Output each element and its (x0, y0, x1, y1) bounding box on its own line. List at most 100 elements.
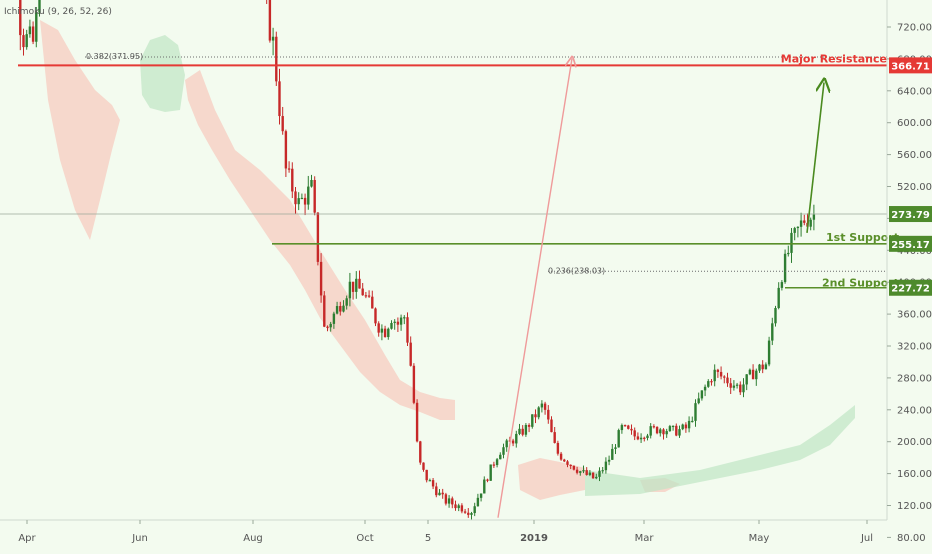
x-tick-label: 5 (425, 533, 431, 544)
candle-up (380, 328, 384, 333)
candle-up (742, 384, 745, 393)
candle-down (358, 278, 361, 289)
candle-down (361, 288, 364, 296)
candle-down (284, 131, 288, 169)
candle-down (662, 429, 665, 435)
candle-down (22, 35, 25, 48)
first-support-price-badge: 255.17 (889, 235, 932, 252)
candle-up (505, 440, 508, 448)
candle-down (383, 328, 387, 338)
candle-up (809, 219, 812, 227)
candle-up (518, 428, 521, 434)
candle-down (655, 426, 659, 434)
candle-up (495, 459, 499, 466)
candle-down (467, 512, 470, 515)
candle-down (633, 430, 636, 437)
candle-down (543, 403, 547, 410)
candle-down (710, 381, 713, 383)
candle-down (636, 436, 640, 440)
candle-down (323, 295, 326, 327)
candle-down (444, 494, 448, 504)
candle-down (371, 296, 374, 309)
candle-down (422, 462, 425, 470)
candle-down (521, 428, 524, 435)
candle-up (271, 36, 275, 41)
candle-up (671, 425, 675, 428)
candle-down (623, 425, 627, 427)
candle-up (790, 232, 793, 253)
y-tick-label: 720.00 (897, 23, 932, 34)
candle-down (550, 419, 553, 433)
candle-down (643, 437, 646, 439)
candle-up (646, 435, 649, 439)
candle-up (745, 374, 748, 385)
candle-up (428, 480, 432, 482)
candle-down (572, 465, 576, 470)
candle-down (294, 191, 297, 205)
candle-up (687, 420, 691, 429)
y-tick-label: 280.00 (897, 373, 932, 384)
candle-up (799, 220, 803, 227)
second-support-label: 2nd Support (822, 277, 899, 290)
second-support-price-badge: 227.72 (889, 279, 932, 296)
y-tick-label: 640.00 (897, 86, 932, 97)
x-tick-label: Aug (243, 533, 263, 544)
candle-up (483, 479, 486, 494)
y-tick-label: 200.00 (897, 437, 932, 448)
candle-down (377, 323, 380, 333)
y-tick-label: 360.00 (897, 310, 932, 321)
x-tick-label: Apr (18, 533, 36, 544)
resistance-price-badge-text: 366.71 (891, 61, 930, 72)
candle-up (777, 287, 780, 309)
candles-group (19, 0, 816, 520)
y-tick-label: 520.00 (897, 182, 932, 193)
candle-up (659, 429, 662, 434)
candle-up (399, 317, 403, 325)
candle-up (335, 306, 339, 314)
candle-up (620, 425, 624, 431)
candle-up (639, 437, 643, 440)
candle-down (303, 197, 307, 205)
candle-down (367, 295, 371, 297)
candle-down (275, 36, 278, 82)
candle-up (345, 298, 348, 306)
candle-down (425, 469, 428, 481)
candle-down (409, 342, 412, 366)
candle-up (393, 321, 396, 323)
candle-up (476, 497, 480, 507)
candle-up (665, 431, 668, 435)
candle-down (492, 464, 496, 466)
first-support-price-badge-text: 255.17 (891, 240, 930, 251)
current-price-badge: 273.79 (889, 206, 932, 223)
candle-up (595, 476, 598, 479)
candle-down (406, 317, 409, 343)
candle-up (470, 513, 473, 515)
y-tick-label: 320.00 (897, 342, 932, 353)
candle-up (387, 328, 390, 338)
candle-up (617, 430, 620, 448)
candle-up (524, 425, 528, 435)
candle-down (319, 261, 323, 296)
candle-up (582, 470, 585, 472)
candle-down (803, 220, 806, 223)
candle-up (774, 308, 777, 324)
candle-down (19, 0, 22, 36)
candle-up (25, 34, 28, 48)
candle-up (764, 364, 768, 370)
candle-up (735, 384, 739, 386)
candle-down (751, 369, 755, 380)
projection-arrow (497, 59, 572, 518)
time-axis[interactable]: Apr Jun Aug Oct 5 2019 Mar May Jul (18, 520, 873, 544)
candle-up (479, 493, 483, 498)
x-tick-label: May (749, 533, 770, 544)
candle-up (540, 403, 544, 408)
candle-up (537, 407, 540, 418)
candle-down (351, 281, 355, 292)
candle-up (812, 214, 816, 220)
candle-up (668, 426, 672, 432)
candle-up (348, 281, 352, 299)
candle-down (313, 179, 316, 213)
candle-up (678, 429, 681, 436)
